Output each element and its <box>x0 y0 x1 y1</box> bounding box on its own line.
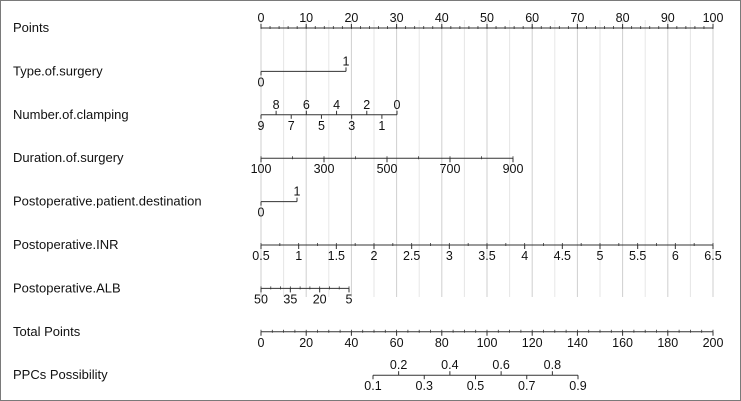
tick-label: 5 <box>346 292 353 306</box>
tick-label: 10 <box>299 11 313 25</box>
tick-label: 80 <box>435 336 449 350</box>
tick-label: 50 <box>480 11 494 25</box>
tick-label: 100 <box>251 162 272 176</box>
tick-label: 300 <box>314 162 335 176</box>
tick-label: 7 <box>288 119 295 133</box>
tick-label: 20 <box>299 336 313 350</box>
tick-label: 0.8 <box>544 358 561 372</box>
tick-label: 9 <box>258 119 265 133</box>
row-label: PPCs Possibility <box>13 367 108 382</box>
tick-label: 40 <box>435 11 449 25</box>
tick-label: 5 <box>597 249 604 263</box>
tick-label: 180 <box>657 336 678 350</box>
tick-label: 3.5 <box>478 249 495 263</box>
tick-label: 2 <box>363 98 370 112</box>
tick-label: 1.5 <box>328 249 345 263</box>
tick-label: 700 <box>440 162 461 176</box>
tick-label: 1 <box>295 249 302 263</box>
row-label: Postoperative.ALB <box>13 280 121 295</box>
tick-label: 100 <box>477 336 498 350</box>
tick-label: 1 <box>343 54 350 68</box>
tick-label: 6 <box>672 249 679 263</box>
tick-label: 70 <box>570 11 584 25</box>
tick-label: 30 <box>390 11 404 25</box>
tick-label: 3 <box>348 119 355 133</box>
tick-label: 0.1 <box>364 379 381 393</box>
tick-label: 900 <box>503 162 524 176</box>
tick-label: 80 <box>616 11 630 25</box>
tick-label: 160 <box>612 336 633 350</box>
tick-label: 0.9 <box>569 379 586 393</box>
tick-label: 0.4 <box>441 358 458 372</box>
tick-label: 90 <box>661 11 675 25</box>
row-label: Postoperative.patient.destination <box>13 194 202 209</box>
tick-label: 0 <box>258 336 265 350</box>
tick-label: 0 <box>258 75 265 89</box>
tick-label: 6.5 <box>704 249 721 263</box>
tick-label: 1 <box>378 119 385 133</box>
row-ppcs-possibility: PPCs Possibility 0.1 0.2 0.3 0.4 0.5 0.6 0.7 0.8… <box>13 358 587 393</box>
tick-label: 0 <box>258 206 265 220</box>
row-postoperative-patient-destination: Postoperative.patient.destination 0 1 <box>13 185 301 220</box>
row-label: Duration.of.surgery <box>13 150 124 165</box>
tick-label: 1 <box>294 185 301 199</box>
tick-label: 4 <box>521 249 528 263</box>
tick-label: 100 <box>703 11 724 25</box>
tick-label: 60 <box>390 336 404 350</box>
row-duration-of-surgery: Duration.of.surgery 100 300 500 700 900 <box>13 150 523 176</box>
row-points: Points 0 10 20 30 40 50 60 70 80 90 100 <box>13 11 723 35</box>
tick-label: 4.5 <box>554 249 571 263</box>
tick-label: 0.2 <box>390 358 407 372</box>
tick-label: 2.5 <box>403 249 420 263</box>
tick-label: 0.5 <box>252 249 269 263</box>
row-label: Points <box>13 20 50 35</box>
tick-label: 500 <box>377 162 398 176</box>
row-label: Postoperative.INR <box>13 237 119 252</box>
tick-label: 20 <box>344 11 358 25</box>
tick-label: 40 <box>344 336 358 350</box>
tick-label: 8 <box>273 98 280 112</box>
row-label: Total Points <box>13 324 81 339</box>
tick-label: 60 <box>525 11 539 25</box>
row-postoperative-inr: Postoperative.INR 0.5 1 1.5 2 2.5 3 3.5 4 4.5 5 5.5… <box>13 237 722 263</box>
tick-label: 6 <box>303 98 310 112</box>
tick-label: 3 <box>446 249 453 263</box>
tick-label: 0.3 <box>416 379 433 393</box>
row-postoperative-alb: Postoperative.ALB 50 35 20 5 <box>13 280 353 306</box>
tick-label: 35 <box>283 292 297 306</box>
tick-label: 140 <box>567 336 588 350</box>
tick-label: 20 <box>313 292 327 306</box>
tick-label: 120 <box>522 336 543 350</box>
row-label: Type.of.surgery <box>13 63 103 78</box>
tick-label: 200 <box>703 336 724 350</box>
tick-label: 0.6 <box>492 358 509 372</box>
tick-label: 0.5 <box>467 379 484 393</box>
tick-label: 5 <box>318 119 325 133</box>
tick-label: 0 <box>258 11 265 25</box>
tick-label: 5.5 <box>629 249 646 263</box>
row-label: Number.of.clamping <box>13 107 129 122</box>
tick-label: 0 <box>394 98 401 112</box>
row-total-points: Total Points 0 20 40 60 80 100 120 140 160 180 200 <box>13 324 723 350</box>
tick-label: 2 <box>371 249 378 263</box>
row-type-of-surgery: Type.of.surgery 0 1 <box>13 54 350 89</box>
tick-label: 50 <box>254 292 268 306</box>
tick-label: 0.7 <box>518 379 535 393</box>
tick-label: 4 <box>333 98 340 112</box>
